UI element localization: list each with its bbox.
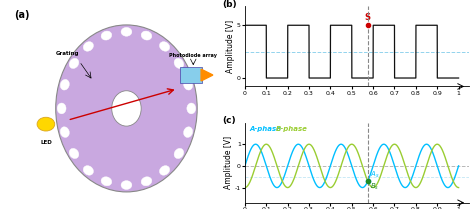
Ellipse shape: [83, 42, 93, 51]
Text: Grating: Grating: [56, 51, 79, 56]
Ellipse shape: [174, 58, 184, 69]
Ellipse shape: [69, 58, 79, 69]
Text: A-phase: A-phase: [249, 126, 281, 132]
FancyBboxPatch shape: [181, 67, 202, 83]
Ellipse shape: [101, 31, 112, 40]
Ellipse shape: [141, 31, 152, 40]
Ellipse shape: [69, 148, 79, 159]
Text: S: S: [365, 13, 371, 22]
Y-axis label: Amplitude [V]: Amplitude [V]: [227, 20, 236, 73]
Text: (c): (c): [222, 116, 236, 125]
Ellipse shape: [37, 117, 55, 131]
Ellipse shape: [60, 79, 69, 90]
Ellipse shape: [56, 25, 197, 192]
Text: LED: LED: [40, 140, 52, 145]
Ellipse shape: [121, 181, 132, 190]
Ellipse shape: [187, 103, 196, 114]
Ellipse shape: [101, 177, 112, 186]
Text: Photodiode array: Photodiode array: [169, 53, 217, 58]
Ellipse shape: [112, 91, 141, 126]
Ellipse shape: [183, 127, 192, 138]
Ellipse shape: [159, 42, 170, 51]
Ellipse shape: [159, 166, 170, 175]
Text: (b): (b): [222, 0, 237, 9]
Ellipse shape: [121, 27, 132, 36]
Ellipse shape: [174, 148, 184, 159]
Text: $B_s$: $B_s$: [370, 182, 380, 192]
Ellipse shape: [60, 127, 69, 138]
Ellipse shape: [57, 103, 66, 114]
Ellipse shape: [83, 166, 93, 175]
Text: $A_s$: $A_s$: [370, 170, 380, 180]
Text: (a): (a): [15, 10, 30, 20]
Ellipse shape: [183, 79, 192, 90]
Polygon shape: [201, 69, 213, 81]
Text: B-phase: B-phase: [276, 126, 308, 132]
Y-axis label: Amplitude [V]: Amplitude [V]: [224, 136, 233, 189]
Ellipse shape: [141, 177, 152, 186]
